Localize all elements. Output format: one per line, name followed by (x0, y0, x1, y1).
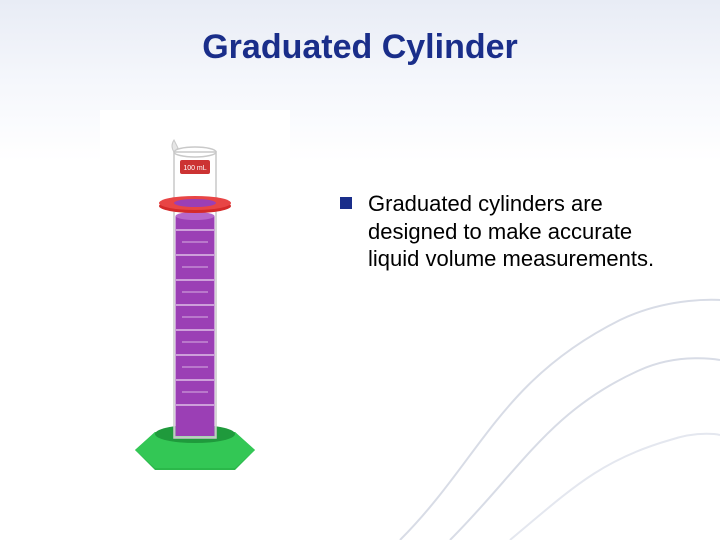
safety-collar (159, 196, 231, 213)
scale-numbers-left: 20 30 40 50 60 70 80 (156, 250, 166, 410)
scale-numbers-right: 80 70 60 50 40 30 20 (224, 250, 234, 410)
svg-text:40: 40 (224, 350, 234, 360)
svg-text:20: 20 (156, 400, 166, 410)
cylinder-svg: 20 30 40 50 60 70 80 80 70 60 50 40 30 2… (100, 110, 290, 490)
svg-text:50: 50 (224, 325, 234, 335)
pour-spout (172, 140, 178, 152)
capacity-label-text: 100 mL (183, 165, 206, 172)
svg-text:70: 70 (156, 275, 166, 285)
cylinder-liquid (176, 216, 215, 436)
svg-text:80: 80 (156, 250, 166, 260)
bullet-square-icon (340, 197, 352, 209)
svg-text:70: 70 (224, 275, 234, 285)
svg-text:30: 30 (156, 375, 166, 385)
bullet-item: Graduated cylinders are designed to make… (340, 190, 660, 273)
svg-text:50: 50 (156, 325, 166, 335)
page-title: Graduated Cylinder (0, 28, 720, 67)
svg-text:60: 60 (156, 300, 166, 310)
cylinder-tube: 20 30 40 50 60 70 80 80 70 60 50 40 30 2… (156, 140, 234, 438)
bullet-text: Graduated cylinders are designed to make… (368, 190, 660, 273)
background-curves (360, 260, 720, 540)
svg-text:40: 40 (156, 350, 166, 360)
svg-text:60: 60 (224, 300, 234, 310)
svg-text:80: 80 (224, 250, 234, 260)
svg-text:20: 20 (224, 400, 234, 410)
svg-text:30: 30 (224, 375, 234, 385)
liquid-meniscus (176, 212, 215, 220)
content-block: Graduated cylinders are designed to make… (340, 190, 660, 273)
cylinder-image: 20 30 40 50 60 70 80 80 70 60 50 40 30 2… (100, 110, 290, 490)
